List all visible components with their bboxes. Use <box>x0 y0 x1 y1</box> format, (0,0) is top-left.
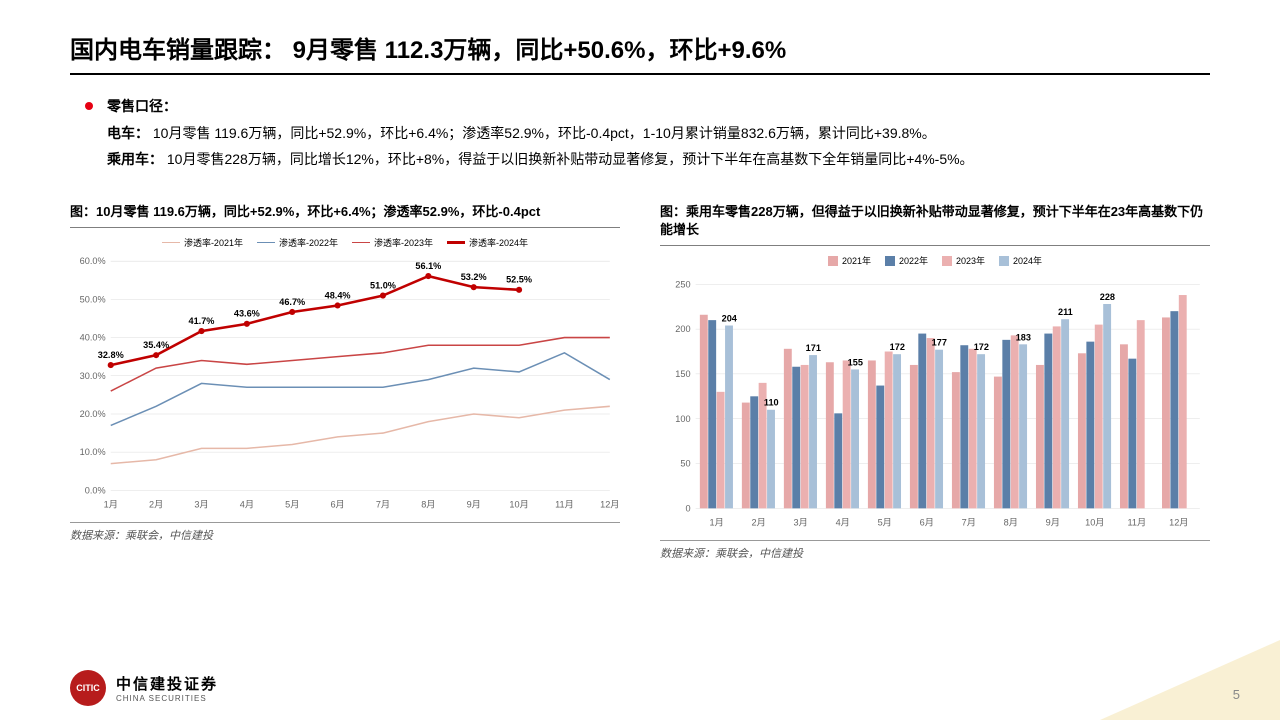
corner-accent <box>1100 640 1280 720</box>
footer-logo: CITIC 中信建投证券 CHINA SECURITIES <box>70 670 218 706</box>
svg-text:48.4%: 48.4% <box>325 290 351 300</box>
right-legend: 2021年2022年2023年2024年 <box>660 254 1210 267</box>
left-source: 数据来源：乘联会，中信建投 <box>70 522 620 543</box>
svg-text:10月: 10月 <box>509 500 528 510</box>
line-chart: 0.0% 10.0% 20.0% 30.0% 40.0% 50.0% 60.0% 1月 2月 3月… <box>70 251 620 516</box>
svg-text:40.0%: 40.0% <box>80 333 106 343</box>
svg-text:53.2%: 53.2% <box>461 272 487 282</box>
svg-text:7月: 7月 <box>962 518 976 528</box>
bullet-line2-text: 10月零售228万辆，同比增长12%，环比+8%，得益于以旧换新补贴带动显著修复… <box>167 151 974 167</box>
logo-en: CHINA SECURITIES <box>116 694 218 703</box>
logo-badge-icon: CITIC <box>70 670 106 706</box>
page-number: 5 <box>1233 687 1240 702</box>
svg-text:2月: 2月 <box>752 518 766 528</box>
svg-text:51.0%: 51.0% <box>370 280 396 290</box>
svg-text:4月: 4月 <box>240 500 254 510</box>
svg-text:41.7%: 41.7% <box>188 316 214 326</box>
svg-text:1月: 1月 <box>710 518 724 528</box>
svg-text:0.0%: 0.0% <box>85 485 106 495</box>
bullet-heading: 零售口径： <box>107 93 177 120</box>
svg-text:60.0%: 60.0% <box>80 256 106 266</box>
svg-text:155: 155 <box>848 358 863 368</box>
svg-text:8月: 8月 <box>1004 518 1018 528</box>
svg-text:172: 172 <box>974 342 989 352</box>
svg-text:1月: 1月 <box>104 500 118 510</box>
svg-text:228: 228 <box>1100 292 1115 302</box>
svg-text:204: 204 <box>722 314 738 324</box>
svg-text:12月: 12月 <box>1169 518 1188 528</box>
svg-text:171: 171 <box>806 343 821 353</box>
svg-text:50: 50 <box>680 459 690 469</box>
svg-text:10月: 10月 <box>1085 518 1104 528</box>
svg-text:3月: 3月 <box>794 518 808 528</box>
svg-text:0: 0 <box>685 504 690 514</box>
left-chart-col: 图：10月零售 119.6万辆，同比+52.9%，环比+6.4%；渗透率52.9… <box>70 203 620 561</box>
svg-text:32.8%: 32.8% <box>98 350 124 360</box>
svg-text:211: 211 <box>1058 307 1073 317</box>
bullet-block: 零售口径： 电车： 10月零售 119.6万辆，同比+52.9%，环比+6.4%… <box>85 93 1210 173</box>
svg-text:7月: 7月 <box>376 500 390 510</box>
bullet-line1-text: 10月零售 119.6万辆，同比+52.9%，环比+6.4%；渗透率52.9%，… <box>153 125 936 141</box>
left-legend: 渗透率-2021年渗透率-2022年渗透率-2023年渗透率-2024年 <box>70 236 620 249</box>
svg-text:177: 177 <box>932 338 947 348</box>
svg-text:12月: 12月 <box>600 500 619 510</box>
title-underline <box>70 73 1210 75</box>
svg-text:4月: 4月 <box>836 518 850 528</box>
bullet-dot-icon <box>85 102 93 110</box>
svg-text:52.5%: 52.5% <box>506 275 532 285</box>
right-chart-col: 图：乘用车零售228万辆，但得益于以旧换新补贴带动显著修复，预计下半年在23年高… <box>660 203 1210 561</box>
left-chart-title: 图：10月零售 119.6万辆，同比+52.9%，环比+6.4%；渗透率52.9… <box>70 203 620 221</box>
bullet-line1-label: 电车： <box>107 125 149 141</box>
svg-text:3月: 3月 <box>194 500 208 510</box>
svg-text:9月: 9月 <box>1046 518 1060 528</box>
svg-text:30.0%: 30.0% <box>80 371 106 381</box>
svg-text:6月: 6月 <box>330 500 344 510</box>
svg-text:11月: 11月 <box>1127 518 1146 528</box>
right-source: 数据来源：乘联会，中信建投 <box>660 540 1210 561</box>
svg-text:35.4%: 35.4% <box>143 340 169 350</box>
svg-text:100: 100 <box>675 414 690 424</box>
svg-text:9月: 9月 <box>467 500 481 510</box>
svg-text:150: 150 <box>675 369 690 379</box>
svg-text:8月: 8月 <box>421 500 435 510</box>
svg-text:250: 250 <box>675 279 690 289</box>
svg-text:56.1%: 56.1% <box>415 261 441 271</box>
svg-text:5月: 5月 <box>878 518 892 528</box>
svg-text:200: 200 <box>675 324 690 334</box>
svg-text:172: 172 <box>890 342 905 352</box>
logo-cn: 中信建投证券 <box>116 673 218 694</box>
bullet-line2-label: 乘用车： <box>107 151 163 167</box>
svg-text:46.7%: 46.7% <box>279 297 305 307</box>
svg-text:43.6%: 43.6% <box>234 309 260 319</box>
svg-text:6月: 6月 <box>920 518 934 528</box>
svg-text:183: 183 <box>1016 332 1031 342</box>
svg-text:110: 110 <box>764 398 779 408</box>
svg-text:2月: 2月 <box>149 500 163 510</box>
right-chart-title: 图：乘用车零售228万辆，但得益于以旧换新补贴带动显著修复，预计下半年在23年高… <box>660 203 1210 239</box>
svg-text:11月: 11月 <box>555 500 574 510</box>
svg-text:20.0%: 20.0% <box>80 409 106 419</box>
page-title: 国内电车销量跟踪： 9月零售 112.3万辆，同比+50.6%，环比+9.6% <box>70 30 786 65</box>
svg-text:5月: 5月 <box>285 500 299 510</box>
bar-chart: 0 50 100 150 200 250 1月 2月 3月 4月 5月 6月 7月 8月 9月 10月 11月 1… <box>660 269 1210 534</box>
svg-text:10.0%: 10.0% <box>80 447 106 457</box>
svg-text:50.0%: 50.0% <box>80 294 106 304</box>
